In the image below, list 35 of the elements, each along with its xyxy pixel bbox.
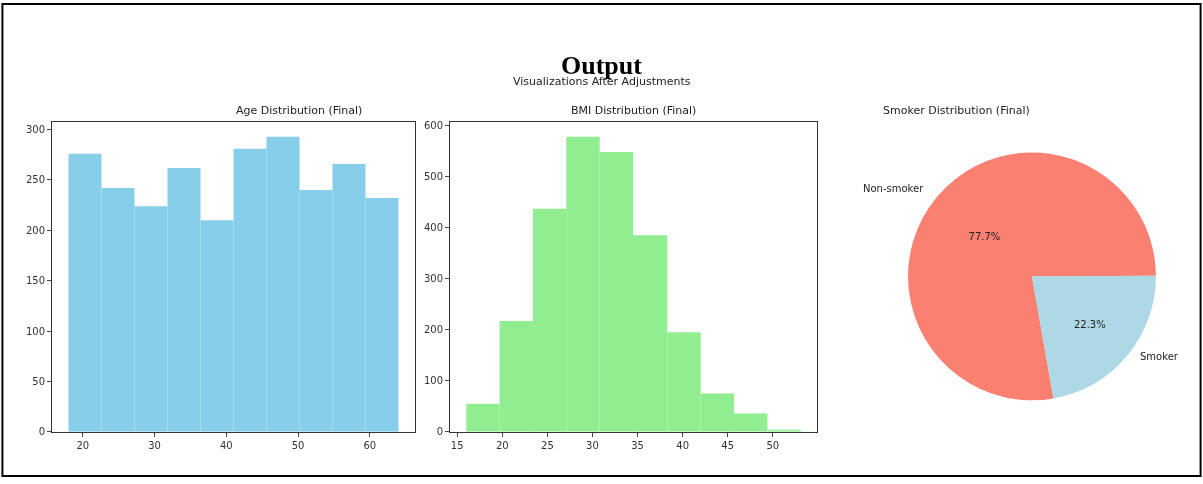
y-tick-label: 200 — [423, 324, 443, 336]
x-tick-label: 35 — [631, 439, 644, 451]
x-tick-label: 20 — [76, 439, 90, 451]
y-tick-label: 300 — [423, 273, 443, 285]
y-tick-label: 0 — [436, 426, 443, 438]
x-tick-label: 25 — [541, 439, 554, 451]
x-tick-label: 30 — [586, 439, 599, 451]
y-tick-label: 100 — [25, 325, 45, 337]
y-tick-label: 150 — [25, 275, 45, 287]
y-tick-label: 400 — [423, 222, 443, 234]
x-tick-label: 40 — [219, 439, 233, 451]
y-tick-label: 300 — [25, 124, 45, 136]
data-label: 77.7% — [968, 231, 1001, 243]
chart-title: Smoker Distribution (Final) — [883, 104, 1030, 117]
y-tick-label: 100 — [423, 375, 443, 387]
x-tick-label: 20 — [495, 439, 509, 451]
y-tick-label: 600 — [423, 120, 443, 132]
data-label: 22.3% — [1073, 319, 1106, 331]
y-tick-label: 500 — [423, 171, 443, 183]
slice-label: Non-smoker — [863, 183, 925, 194]
slice-label: Smoker — [1140, 351, 1179, 362]
y-tick-label: 250 — [25, 174, 45, 186]
x-tick-label: 60 — [363, 439, 377, 451]
text: Output — [561, 51, 643, 80]
y-tick-label: 200 — [25, 224, 45, 236]
chart-title: Age Distribution (Final) — [236, 104, 363, 117]
x-tick-label: 30 — [148, 439, 161, 451]
y-tick-label: 0 — [38, 426, 45, 438]
x-tick-label: 40 — [676, 439, 690, 451]
y-tick-label: 50 — [32, 375, 45, 387]
x-tick-label: 50 — [766, 439, 780, 451]
x-tick-label: 15 — [450, 439, 464, 451]
x-tick-label: 50 — [291, 439, 305, 451]
x-tick-label: 45 — [721, 439, 735, 451]
chart-title: BMI Distribution (Final) — [571, 104, 697, 117]
